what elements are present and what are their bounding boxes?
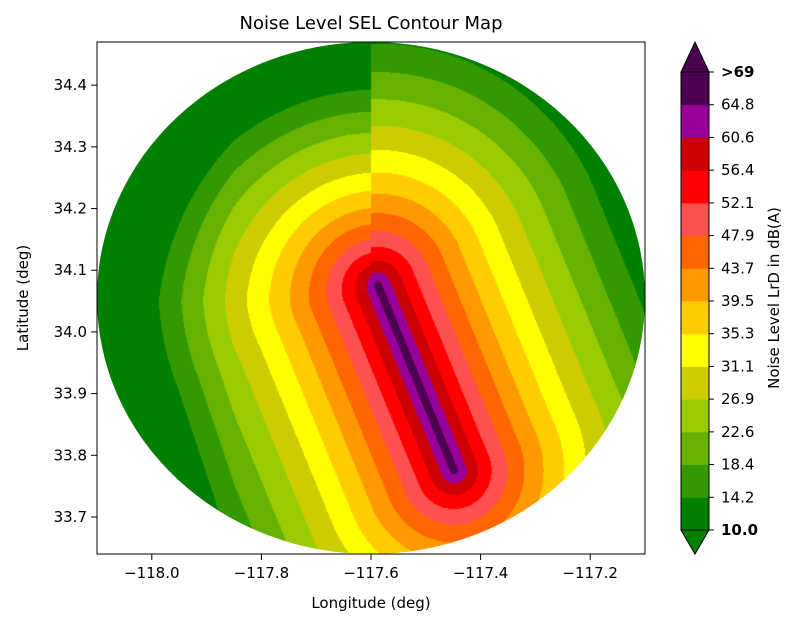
colorbar-tick-label: 10.0	[721, 521, 758, 539]
y-tick-label: 33.8	[54, 446, 87, 464]
x-tick-label: −117.2	[562, 564, 618, 582]
colorbar-band	[681, 301, 709, 335]
colorbar-band	[681, 464, 709, 498]
colorbar-band	[681, 366, 709, 400]
colorbar-band	[681, 431, 709, 466]
chart-title: Noise Level SEL Contour Map	[239, 13, 502, 34]
colorbar-extend-min	[680, 529, 710, 555]
y-tick-label: 34.2	[54, 200, 87, 218]
y-tick-label: 34.0	[54, 323, 87, 341]
colorbar-band	[681, 104, 709, 138]
colorbar-tick-label: 64.8	[721, 96, 754, 114]
colorbar-tick-label: 18.4	[721, 456, 754, 474]
y-tick-label: 34.1	[54, 261, 87, 279]
colorbar-tick-label: 43.7	[721, 259, 754, 277]
colorbar-tick-label: 14.2	[721, 488, 754, 506]
colorbar-tick-label: 22.6	[721, 423, 754, 441]
colorbar-tick-label: 35.3	[721, 325, 754, 343]
colorbar-tick-label: 52.1	[721, 194, 754, 212]
colorbar-band	[681, 333, 709, 367]
y-tick-label: 34.3	[54, 138, 87, 156]
y-axis: 33.7 33.8 33.9 34.0 34.1 34.2 34.3 34.4	[54, 76, 97, 526]
y-tick-label: 34.4	[54, 76, 87, 94]
colorbar-tick-label: 26.9	[721, 390, 754, 408]
colorbar-band	[681, 137, 709, 171]
colorbar-tick-label: >69	[721, 63, 754, 81]
x-tick-label: −117.6	[343, 564, 399, 582]
colorbar-tick-label: 60.6	[721, 128, 754, 146]
colorbar-band	[681, 170, 709, 204]
colorbar-extend-max	[680, 40, 710, 73]
colorbar-label: Noise Level LrD in dB(A)	[765, 207, 783, 389]
colorbar-band	[681, 399, 709, 433]
colorbar-band	[681, 497, 709, 531]
y-tick-label: 33.9	[54, 385, 87, 403]
x-tick-label: −117.8	[234, 564, 290, 582]
contour-fill	[97, 42, 645, 554]
y-axis-title: Latitude (deg)	[14, 245, 32, 351]
colorbar-band	[681, 72, 709, 106]
colorbar-tick-label: 31.1	[721, 357, 754, 375]
x-tick-label: −118.0	[124, 564, 180, 582]
x-tick-label: −117.4	[453, 564, 509, 582]
colorbar-band	[681, 202, 709, 237]
colorbar-tick-label: 47.9	[721, 227, 754, 245]
contour-plot-area	[97, 42, 645, 554]
x-axis-title: Longitude (deg)	[311, 594, 430, 612]
y-tick-label: 33.7	[54, 508, 87, 526]
colorbar-band	[681, 268, 709, 302]
colorbar-band	[681, 235, 709, 269]
colorbar: 10.0 14.2 18.4 22.6 26.9 31.1 35.3 39.5 43.7 47.9…	[680, 40, 758, 555]
x-axis: −118.0 −117.8 −117.6 −117.4 −117.2	[124, 554, 618, 582]
colorbar-tick-label: 39.5	[721, 292, 754, 310]
colorbar-tick-label: 56.4	[721, 161, 754, 179]
